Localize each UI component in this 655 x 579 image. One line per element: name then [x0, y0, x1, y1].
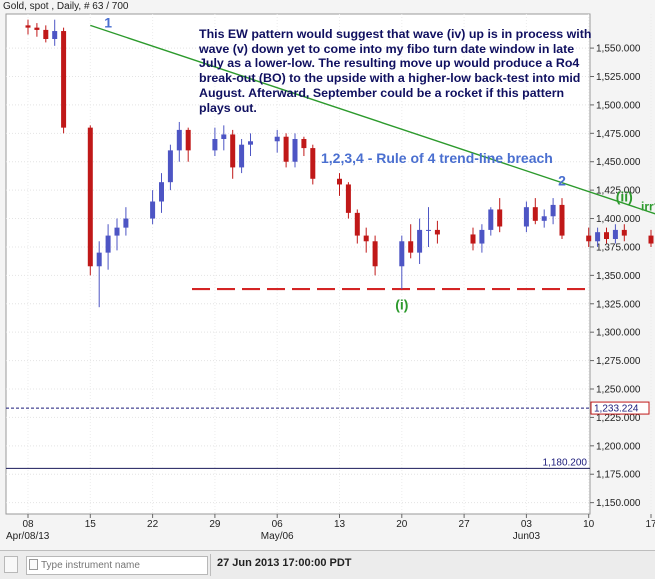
candle-body	[426, 230, 431, 231]
current-price-label: 1,233.224	[594, 404, 639, 415]
candle-body	[560, 205, 565, 236]
analysis-note: This EW pattern would suggest that wave …	[199, 27, 594, 115]
y-tick-label: 1,475.000	[596, 129, 641, 140]
x-tick-label: 08	[22, 519, 34, 530]
wave-label: 1	[104, 15, 112, 31]
candle-body	[542, 216, 547, 221]
candle-body	[471, 234, 476, 243]
candle-body	[106, 236, 111, 253]
candle-body	[43, 30, 48, 39]
x-month-label: May/06	[261, 531, 294, 542]
candle-body	[34, 28, 39, 30]
candle-body	[373, 241, 378, 266]
instrument-icon	[29, 559, 38, 570]
y-tick-label: 1,500.000	[596, 100, 641, 111]
candle-body	[186, 130, 191, 150]
x-tick-label: 15	[85, 519, 97, 530]
panel-toggle-button[interactable]	[4, 556, 18, 573]
candle-body	[239, 145, 244, 168]
time-axis: 081522290613202703101724081522290512Apr/…	[6, 514, 655, 542]
candle-body	[497, 209, 502, 226]
candle-body	[168, 150, 173, 182]
candle-body	[88, 128, 93, 267]
candle-body	[595, 232, 600, 241]
candle-body	[123, 219, 128, 228]
candle-body	[293, 139, 298, 162]
status-divider	[210, 554, 211, 576]
candle-body	[586, 236, 591, 242]
wave-label: irr?	[641, 200, 655, 214]
candle-body	[26, 25, 31, 27]
x-tick-label: 17	[645, 519, 655, 530]
cursor-time: 27 Jun 2013 17:00:00 PDT	[217, 557, 352, 569]
candle-body	[275, 137, 280, 142]
candle-body	[551, 205, 556, 216]
candle-body	[364, 236, 369, 242]
candle-body	[488, 209, 493, 229]
wave-label: (i)	[395, 296, 408, 312]
candle-body	[399, 241, 404, 266]
candle-body	[177, 130, 182, 150]
x-tick-label: 22	[147, 519, 159, 530]
y-tick-label: 1,300.000	[596, 328, 641, 339]
candle-body	[230, 134, 235, 167]
candle-body	[301, 139, 306, 148]
y-tick-label: 1,200.000	[596, 441, 641, 452]
x-tick-label: 29	[209, 519, 221, 530]
wave-label: (ii)	[616, 189, 633, 205]
x-month-label: Apr/08/13	[6, 531, 50, 542]
x-month-label: Jun03	[513, 531, 541, 542]
price-axis: 1,550.000 1,525.000 1,500.000 1,475.000 1,45…	[590, 44, 641, 510]
candle-body	[61, 31, 66, 128]
y-tick-label: 1,250.000	[596, 385, 641, 396]
candle-body	[248, 141, 253, 144]
candle-body	[408, 241, 413, 252]
candle-body	[649, 236, 654, 244]
candle-body	[417, 230, 422, 253]
candle-body	[310, 148, 315, 179]
wave-label: 2	[558, 173, 566, 189]
candle-body	[97, 253, 102, 267]
y-tick-label: 1,375.000	[596, 242, 641, 253]
candle-body	[221, 134, 226, 139]
instrument-search-input[interactable]	[41, 557, 201, 573]
candle-body	[115, 228, 120, 236]
candle-body	[212, 139, 217, 150]
rule-of-4-note: 1,2,3,4 - Rule of 4 trend-line breach	[321, 150, 553, 166]
x-tick-label: 13	[334, 519, 346, 530]
candle-body	[533, 207, 538, 221]
candle-body	[613, 230, 618, 239]
candle-body	[52, 31, 57, 39]
support-level-label: 1,180.200	[543, 457, 588, 468]
x-tick-label: 27	[459, 519, 471, 530]
y-tick-label: 1,525.000	[596, 72, 641, 83]
candle-body	[622, 230, 627, 236]
candle-body	[355, 213, 360, 236]
y-tick-label: 1,275.000	[596, 356, 641, 367]
y-tick-label: 1,175.000	[596, 470, 641, 481]
y-tick-label: 1,325.000	[596, 299, 641, 310]
instrument-search-box[interactable]	[26, 556, 208, 575]
candle-body	[435, 230, 440, 235]
chart-title: Gold, spot , Daily, # 63 / 700	[3, 1, 128, 12]
y-tick-label: 1,350.000	[596, 271, 641, 282]
x-tick-label: 10	[583, 519, 595, 530]
x-tick-label: 20	[396, 519, 408, 530]
x-tick-label: 06	[272, 519, 284, 530]
x-tick-label: 03	[521, 519, 533, 530]
status-bar: 27 Jun 2013 17:00:00 PDT	[0, 550, 655, 579]
y-tick-label: 1,150.000	[596, 498, 641, 509]
candle-body	[159, 182, 164, 201]
candle-body	[337, 179, 342, 185]
y-tick-label: 1,550.000	[596, 44, 641, 55]
candle-body	[346, 184, 351, 212]
y-tick-label: 1,400.000	[596, 214, 641, 225]
candle-body	[524, 207, 529, 226]
candle-body	[479, 230, 484, 244]
candle-body	[150, 202, 155, 219]
y-tick-label: 1,450.000	[596, 157, 641, 168]
candle-body	[284, 137, 289, 162]
candle-body	[604, 232, 609, 239]
